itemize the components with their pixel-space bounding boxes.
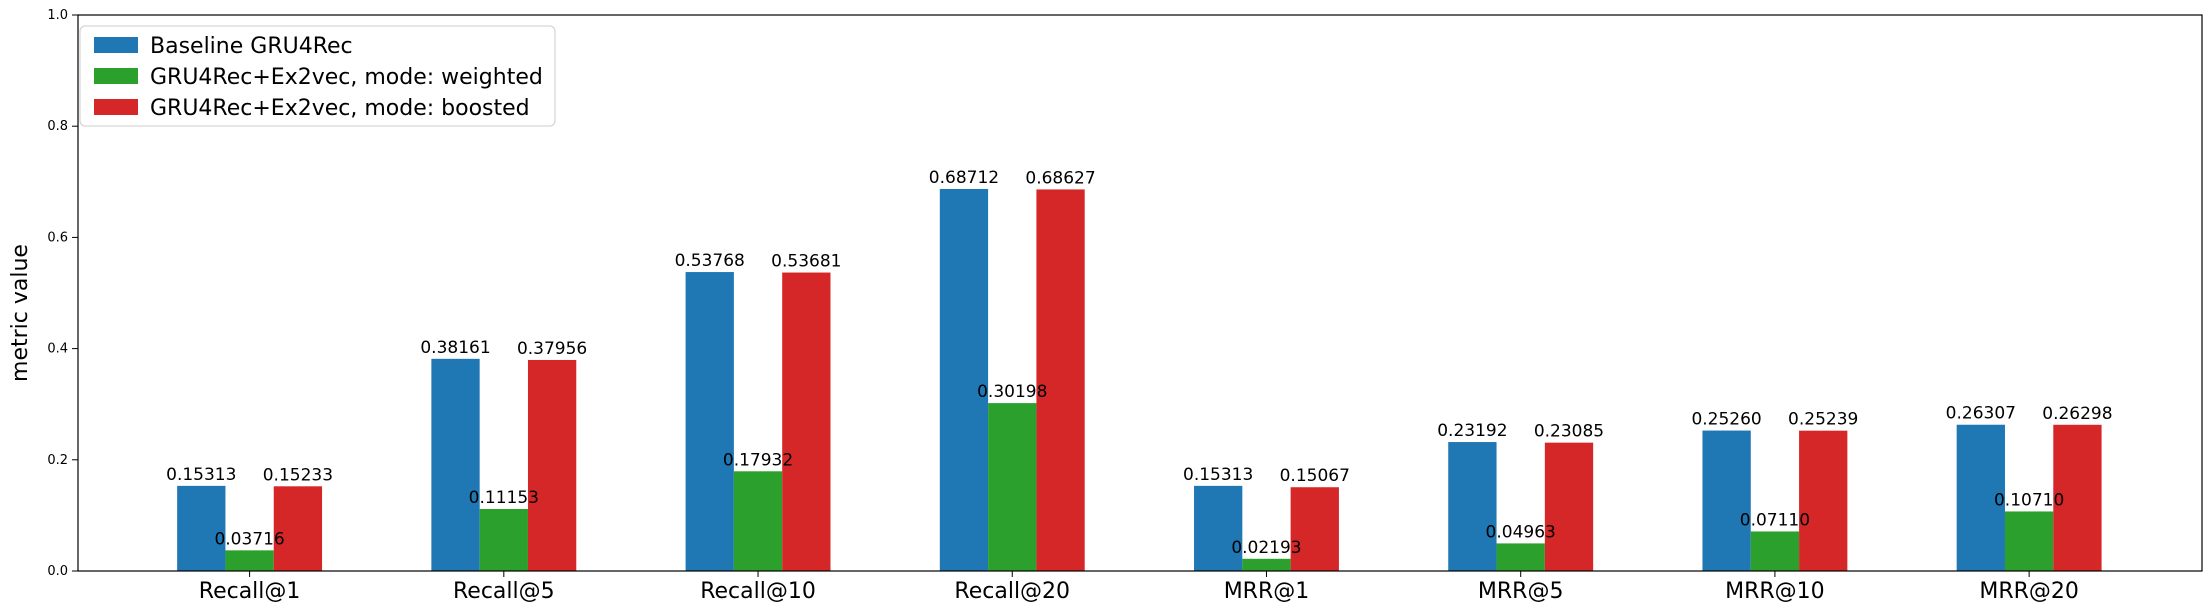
y-tick-label: 1.0 xyxy=(47,8,68,23)
legend-entry: GRU4Rec+Ex2vec, mode: weighted xyxy=(150,65,543,90)
bar xyxy=(1194,485,1243,571)
bar-value-label: 0.10710 xyxy=(1994,490,2064,510)
bar xyxy=(527,359,577,571)
bar xyxy=(1956,424,2005,571)
x-tick-label: MRR@5 xyxy=(1478,579,1564,604)
bar xyxy=(1036,189,1085,571)
bar xyxy=(2053,424,2102,571)
x-tick-label: Recall@5 xyxy=(453,579,555,604)
x-tick-label: Recall@20 xyxy=(954,579,1070,604)
bar xyxy=(782,272,831,571)
bar-value-label: 0.26307 xyxy=(1946,404,2016,424)
bar-value-label: 0.25239 xyxy=(1788,410,1858,430)
bar xyxy=(939,188,989,571)
legend-entry: GRU4Rec+Ex2vec, mode: boosted xyxy=(150,96,530,121)
bar-value-label: 0.30198 xyxy=(977,382,1047,402)
x-tick-label: MRR@10 xyxy=(1725,579,1825,604)
bars xyxy=(177,188,2102,571)
bar-value-label: 0.15233 xyxy=(263,465,333,485)
bar-value-label: 0.15313 xyxy=(1183,465,1253,485)
bar-value-label: 0.17932 xyxy=(723,450,793,470)
bar-value-label: 0.23085 xyxy=(1534,422,1604,442)
y-tick-label: 0.0 xyxy=(47,564,68,579)
bar-value-label: 0.11153 xyxy=(469,488,539,508)
legend-swatch xyxy=(94,37,138,53)
bar xyxy=(431,358,480,571)
bar xyxy=(1544,442,1594,571)
x-tick-label: Recall@1 xyxy=(199,579,301,604)
legend-box xyxy=(79,25,556,127)
bar-value-label: 0.15313 xyxy=(166,465,236,485)
bar-value-label: 0.23192 xyxy=(1437,421,1507,441)
bar xyxy=(733,471,783,571)
legend-swatch xyxy=(94,99,138,115)
bar xyxy=(988,403,1037,571)
bar-value-labels: 0.15313 0.03716 0.15233 0.38161 0.11153 0.379… xyxy=(166,168,2112,558)
plot-frame xyxy=(77,14,2203,572)
bar-value-label: 0.25260 xyxy=(1691,410,1761,430)
y-tick-label: 0.2 xyxy=(47,453,68,468)
bar-value-label: 0.07110 xyxy=(1740,510,1810,530)
bar-value-label: 0.38161 xyxy=(420,338,490,358)
x-tick-label: MRR@1 xyxy=(1224,579,1310,604)
legend: Baseline GRU4Rec GRU4Rec+Ex2vec, mode: we… xyxy=(79,25,556,127)
bar xyxy=(1496,543,1545,571)
y-tick-label: 0.8 xyxy=(47,119,68,134)
x-tick-label: Recall@10 xyxy=(700,579,816,604)
bar-value-label: 0.53768 xyxy=(675,251,745,271)
legend-swatch xyxy=(94,68,138,84)
bar-value-label: 0.68712 xyxy=(929,168,999,188)
bar-value-label: 0.53681 xyxy=(771,252,841,272)
bar-value-label: 0.68627 xyxy=(1025,168,1095,188)
bar xyxy=(1702,430,1751,571)
x-tick-label: MRR@20 xyxy=(1979,579,2079,604)
bar xyxy=(685,272,734,571)
bar xyxy=(1290,487,1339,571)
bar xyxy=(2004,511,2054,571)
legend-entry: Baseline GRU4Rec xyxy=(150,34,353,59)
bar-value-label: 0.04963 xyxy=(1486,522,1556,542)
y-axis-label: metric value xyxy=(8,244,33,382)
bar xyxy=(1242,558,1291,571)
y-axis-ticks: 0.0 0.2 0.4 0.6 0.8 1.0 xyxy=(47,8,78,579)
bar-value-label: 0.37956 xyxy=(517,339,587,359)
bar xyxy=(1448,442,1497,571)
bar xyxy=(273,486,323,571)
x-axis-ticks: Recall@1 Recall@5 Recall@10 Recall@20 MRR@1 M… xyxy=(199,571,2079,604)
y-tick-label: 0.6 xyxy=(47,230,68,245)
bar xyxy=(1750,531,1800,571)
bar xyxy=(1799,430,1848,571)
bar-value-label: 0.02193 xyxy=(1231,538,1301,558)
bar xyxy=(225,550,274,571)
bar xyxy=(177,485,226,571)
y-tick-label: 0.4 xyxy=(47,342,68,357)
bar-value-label: 0.15067 xyxy=(1280,466,1350,486)
bar-value-label: 0.26298 xyxy=(2042,404,2112,424)
bar-value-label: 0.03716 xyxy=(214,529,284,549)
bar xyxy=(479,508,528,571)
